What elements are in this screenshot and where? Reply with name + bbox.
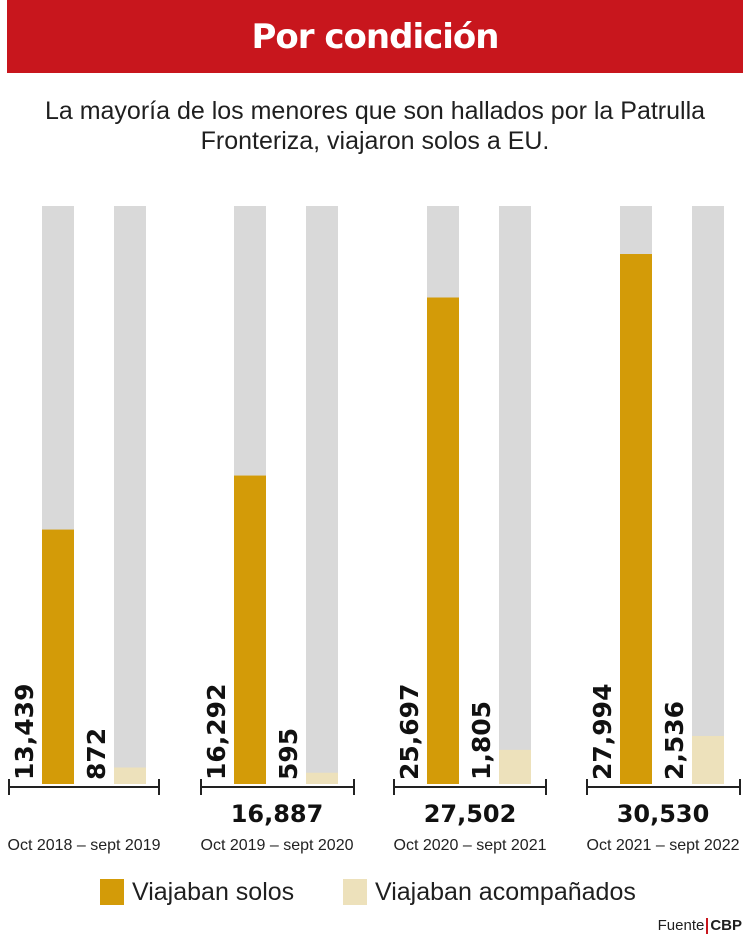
bar-acompanados [306,772,338,784]
bar-solos [234,475,266,784]
value-label-solos: 16,292 [202,684,231,780]
source-org: CBP [710,917,742,934]
value-label-solos: 25,697 [395,684,424,780]
bar-acompanados [499,749,531,784]
legend-swatch-solos [100,879,124,905]
bar-acompanados [692,735,724,784]
value-label-acompanados: 872 [82,728,111,780]
bar-track [306,206,338,784]
value-label-acompanados: 1,805 [467,701,496,780]
title-banner: Por condición [7,0,743,73]
bar-solos [620,254,652,784]
bar-chart: 13,439 872 Oct 2018 – sept 2019 16,292 595 16… [8,206,741,854]
category-label: Oct 2018 – sept 2019 [8,837,161,854]
bar-track [692,206,724,784]
total-label: 16,887 [231,800,324,828]
legend-item-solos: Viajaban solos [100,874,294,910]
bar-solos [42,529,74,784]
bar-acompanados [114,767,146,784]
source-divider [706,917,709,934]
legend-item-acompanados: Viajaban acompañados [343,874,636,910]
category-label: Oct 2021 – sept 2022 [587,837,740,854]
legend-label-acompanados: Viajaban acompañados [375,877,636,906]
bar-track [114,206,146,784]
legend-swatch-acompanados [343,879,367,905]
legend-label-solos: Viajaban solos [132,877,295,906]
bar-solos [427,297,459,784]
total-label: 27,502 [424,800,517,828]
value-label-solos: 27,994 [588,684,617,780]
source-label: Fuente [657,917,705,934]
value-label-solos: 13,439 [10,684,39,780]
bar-track [499,206,531,784]
chart-title: Por condición [251,16,500,57]
category-label: Oct 2020 – sept 2021 [394,837,547,854]
value-label-acompanados: 595 [274,728,303,780]
category-label: Oct 2019 – sept 2020 [201,837,354,854]
value-label-acompanados: 2,536 [660,701,689,780]
source-credit: Fuente CBP [658,917,742,934]
total-label: 30,530 [617,800,710,828]
chart-subtitle: La mayoría de los menores que son hallad… [44,97,706,155]
